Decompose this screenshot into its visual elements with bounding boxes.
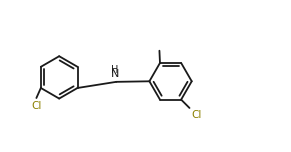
Text: N: N [111,69,119,78]
Text: H: H [111,65,119,75]
Text: Cl: Cl [192,110,202,120]
Text: Cl: Cl [31,101,42,111]
